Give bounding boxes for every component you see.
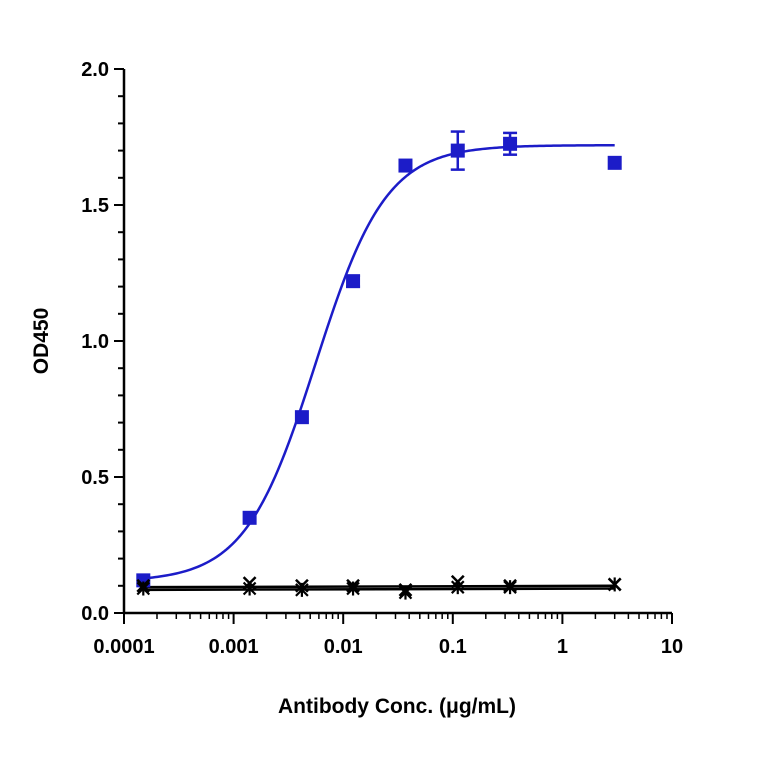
data-point-square xyxy=(346,274,361,289)
data-point-square xyxy=(450,143,465,158)
y-tick-label: 1.0 xyxy=(81,331,109,353)
data-point-asterisk xyxy=(136,581,151,596)
fit-curve xyxy=(143,144,615,580)
data-point-asterisk xyxy=(503,580,517,595)
y-tick-label: 0.5 xyxy=(81,467,109,489)
x-tick-label: 0.001 xyxy=(209,636,259,658)
y-tick-label: 1.5 xyxy=(81,195,109,217)
data-point-square xyxy=(294,410,309,425)
data-point-asterisk xyxy=(398,585,413,600)
y-tick-label: 0.0 xyxy=(81,603,109,625)
data-point-square xyxy=(607,155,622,170)
x-axis-title: Antibody Conc. (μg/mL) xyxy=(278,695,516,718)
x-tick-label: 0.1 xyxy=(439,636,467,658)
data-point-square xyxy=(398,158,413,173)
data-point-asterisk xyxy=(242,581,257,596)
fit-line xyxy=(143,587,615,592)
y-axis-title: OD450 xyxy=(30,308,53,375)
x-tick-label: 10 xyxy=(661,636,683,658)
y-tick-label: 2.0 xyxy=(81,59,109,81)
x-tick-label: 1 xyxy=(557,636,568,658)
x-tick-label: 0.0001 xyxy=(93,636,154,658)
data-point-asterisk xyxy=(295,582,309,597)
data-point-square xyxy=(242,510,257,525)
x-tick-label: 0.01 xyxy=(324,636,363,658)
data-point-square xyxy=(503,136,518,151)
tick-marks xyxy=(114,68,673,624)
data-point-asterisk xyxy=(607,577,622,592)
fit-line xyxy=(143,584,615,589)
data-point-asterisk xyxy=(450,580,465,595)
markers xyxy=(136,130,622,600)
tick-labels: 0.0 0.5 1.0 1.5 2.0 0.0001 0.001 0.01 0.1 1 10 xyxy=(81,59,683,658)
data-point-asterisk xyxy=(346,581,360,596)
axes xyxy=(122,69,672,615)
fit-lines xyxy=(143,144,615,592)
